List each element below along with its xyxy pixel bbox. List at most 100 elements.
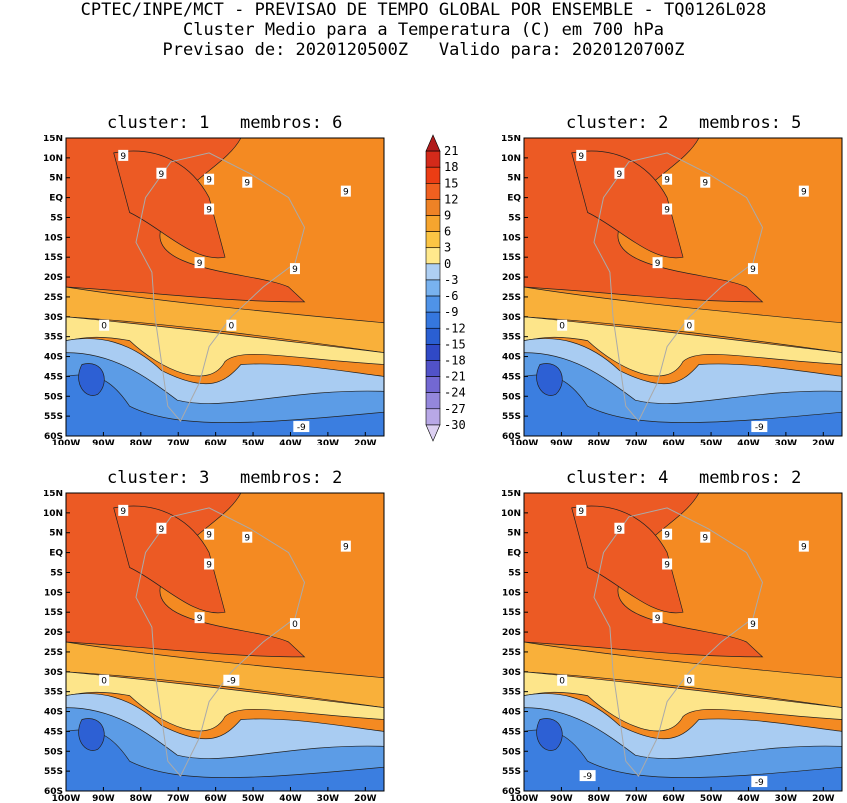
colorbar-swatch bbox=[425, 311, 441, 329]
lat-tick-label: 20S bbox=[44, 273, 63, 283]
colorbar-swatch bbox=[425, 392, 441, 410]
contour-label-box bbox=[798, 185, 809, 197]
colorbar-label: -24 bbox=[444, 386, 466, 400]
panel-1-title: cluster: 1 membros: 6 bbox=[107, 113, 343, 133]
contour-label: 0 bbox=[559, 322, 565, 332]
colorbar-label: 3 bbox=[444, 241, 451, 255]
contour-label-box bbox=[700, 176, 711, 188]
colorbar-label: 0 bbox=[444, 257, 451, 271]
contour-label-box bbox=[652, 257, 663, 269]
contour-label-box bbox=[289, 263, 300, 275]
lat-tick-label: 10N bbox=[501, 154, 521, 164]
colorbar-label: -12 bbox=[444, 321, 466, 335]
lat-tick-label: 45S bbox=[502, 727, 521, 737]
map-frame bbox=[65, 137, 385, 437]
lon-tick-label: 80W bbox=[130, 439, 153, 445]
lat-tick-label: 10N bbox=[501, 509, 521, 519]
lat-tick-label: EQ bbox=[49, 194, 63, 204]
lon-tick-label: 60W bbox=[662, 794, 685, 803]
lon-tick-label: 50W bbox=[242, 439, 265, 445]
contour-label: 9 bbox=[206, 176, 212, 186]
colorbar-swatch bbox=[425, 295, 441, 313]
lat-tick-label: 10S bbox=[44, 588, 63, 598]
lat-tick-label: 15N bbox=[501, 135, 521, 144]
lat-tick-label: 35S bbox=[502, 688, 521, 698]
contour-label: -9 bbox=[755, 423, 764, 433]
lat-tick-label: 15S bbox=[44, 253, 63, 263]
lon-tick-label: 40W bbox=[279, 794, 302, 803]
colorbar-swatch bbox=[425, 231, 441, 249]
contour-label-box bbox=[242, 531, 253, 543]
temperature-band bbox=[571, 505, 684, 614]
contour-label-box bbox=[194, 612, 205, 624]
contour-label-box bbox=[751, 776, 768, 788]
lat-tick-label: 20S bbox=[502, 273, 521, 283]
lat-tick-label: 5S bbox=[508, 568, 521, 578]
colorbar-swatch bbox=[425, 166, 441, 184]
lon-tick-label: 40W bbox=[737, 794, 760, 803]
lat-tick-label: 25S bbox=[502, 648, 521, 658]
coastline bbox=[135, 507, 306, 778]
contour-label: 9 bbox=[206, 206, 212, 216]
lat-tick-label: 45S bbox=[502, 372, 521, 382]
lat-tick-label: 5S bbox=[508, 213, 521, 223]
lat-tick-label: 15S bbox=[502, 253, 521, 263]
contour-label-box bbox=[662, 558, 673, 570]
lat-tick-label: 10S bbox=[502, 588, 521, 598]
map-panel-3: 15N 10N 5N EQ 5S 10S 15S 20S 25S 30S 35S 40S 45S 50S 5… bbox=[43, 490, 385, 803]
contour-label: 9 bbox=[750, 265, 756, 275]
lat-tick-label: 50S bbox=[502, 747, 521, 757]
colorbar-label: 18 bbox=[444, 160, 458, 174]
contour-label: 9 bbox=[197, 259, 203, 269]
temperature-band bbox=[571, 150, 684, 259]
lat-tick-label: 50S bbox=[502, 392, 521, 402]
lon-tick-label: 50W bbox=[700, 794, 723, 803]
contour-label-box bbox=[662, 173, 673, 185]
contour-label-box bbox=[557, 674, 568, 686]
lat-tick-label: 50S bbox=[44, 747, 63, 757]
contour-label: 0 bbox=[292, 620, 298, 630]
lon-tick-label: 90W bbox=[92, 439, 115, 445]
lon-tick-label: 50W bbox=[700, 439, 723, 445]
lat-tick-label: 5N bbox=[507, 529, 521, 539]
contour-label-box bbox=[226, 319, 237, 331]
lat-tick-label: 45S bbox=[44, 372, 63, 382]
contour-label-box bbox=[99, 319, 110, 331]
coastline bbox=[593, 152, 764, 423]
contour-label: -9 bbox=[297, 423, 306, 433]
contour-label: 9 bbox=[120, 152, 126, 162]
contour-label: 9 bbox=[206, 561, 212, 571]
lat-tick-label: 40S bbox=[502, 708, 521, 718]
temperature-band bbox=[78, 363, 105, 396]
lat-tick-label: 20S bbox=[44, 628, 63, 638]
colorbar-swatch bbox=[425, 376, 441, 393]
contour-label: 9 bbox=[664, 176, 670, 186]
lat-tick-label: 30S bbox=[502, 313, 521, 323]
lon-tick-label: 40W bbox=[279, 439, 302, 445]
colorbar-swatch bbox=[425, 150, 441, 168]
lon-tick-label: 30W bbox=[775, 794, 798, 803]
contour-label: 9 bbox=[120, 507, 126, 517]
contour-label: 9 bbox=[664, 206, 670, 216]
contour-label-box bbox=[156, 167, 167, 179]
colorbar-swatch bbox=[425, 344, 441, 361]
contour-label-box bbox=[204, 558, 215, 570]
colorbar-swatch bbox=[425, 199, 441, 216]
contour-label-box bbox=[118, 149, 129, 161]
lat-tick-label: 40S bbox=[502, 353, 521, 363]
colorbar-label: -9 bbox=[444, 305, 458, 319]
colorbar-swatch bbox=[425, 424, 441, 442]
map-field bbox=[65, 492, 385, 792]
contour-label-box bbox=[204, 203, 215, 215]
lat-tick-label: 15N bbox=[43, 135, 63, 144]
colorbar-swatch bbox=[425, 247, 441, 265]
contour-label: 0 bbox=[686, 322, 692, 332]
lon-tick-label: 70W bbox=[167, 794, 190, 803]
lon-tick-label: 90W bbox=[550, 439, 573, 445]
lat-tick-label: 35S bbox=[44, 688, 63, 698]
lat-tick-label: 35S bbox=[502, 333, 521, 343]
contour-label: 9 bbox=[292, 265, 298, 275]
contour-label-box bbox=[576, 504, 587, 516]
contour-label: 9 bbox=[617, 525, 623, 535]
contour-label-box bbox=[751, 421, 768, 433]
